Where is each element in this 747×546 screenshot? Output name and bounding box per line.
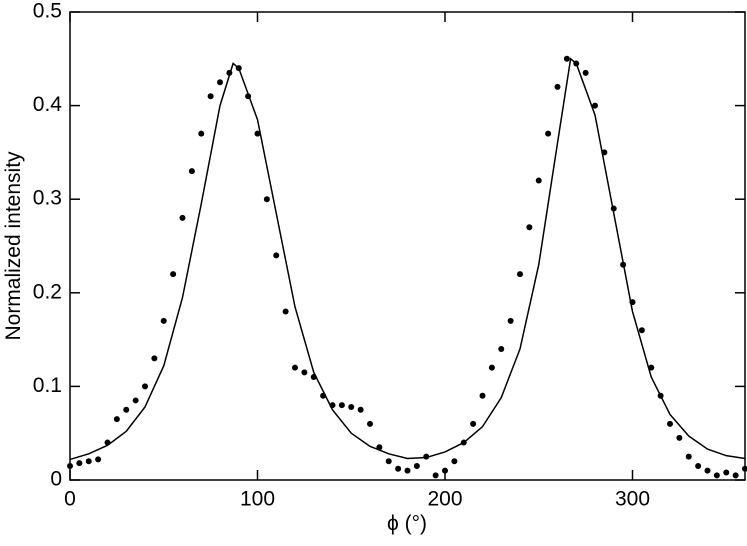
y-tick-label: 0.1 <box>33 374 62 397</box>
data-point <box>413 462 420 469</box>
data-point <box>263 196 270 203</box>
y-axis-label: Normalized intensity <box>2 151 25 341</box>
data-point <box>348 403 355 410</box>
data-point <box>132 397 139 404</box>
y-tick-label: 0 <box>50 468 62 491</box>
data-point <box>282 308 289 315</box>
data-point <box>563 55 570 62</box>
plot-frame <box>69 11 746 481</box>
data-point <box>404 467 411 474</box>
fit-line <box>69 57 746 461</box>
data-point <box>479 392 486 399</box>
data-point <box>498 345 505 352</box>
data-point <box>85 458 92 465</box>
data-point <box>554 83 561 90</box>
data-point <box>198 130 205 137</box>
x-tick-label: 200 <box>427 488 462 511</box>
x-tick-label: 0 <box>64 488 76 511</box>
data-point <box>338 402 345 409</box>
y-tick-label: 0.3 <box>33 187 62 210</box>
data-point <box>67 462 73 469</box>
data-point <box>526 224 533 231</box>
data-point <box>95 456 102 463</box>
data-point <box>638 327 645 334</box>
data-point <box>488 364 495 371</box>
data-point <box>179 214 186 221</box>
data-point <box>667 420 673 427</box>
data-point <box>160 317 167 324</box>
y-tick-label: 0.2 <box>33 280 62 303</box>
data-point <box>545 130 552 137</box>
data-point <box>507 317 514 324</box>
data-point <box>704 467 711 474</box>
data-point <box>217 79 223 86</box>
data-point <box>142 383 148 390</box>
data-point <box>385 458 392 465</box>
data-point <box>442 467 448 474</box>
data-point <box>292 364 298 371</box>
data-point <box>582 69 589 76</box>
data-point <box>123 406 130 413</box>
data-point <box>301 369 308 376</box>
data-point <box>676 434 683 441</box>
data-point <box>723 469 730 476</box>
data-point <box>170 271 177 278</box>
data-point <box>713 472 720 479</box>
data-point <box>592 102 598 109</box>
data-point <box>470 420 477 427</box>
data-point <box>535 177 542 184</box>
data-point <box>207 93 214 100</box>
data-point <box>367 420 373 427</box>
y-tick-label: 0.4 <box>33 93 63 116</box>
data-point <box>76 460 83 467</box>
y-tick-label: 0.5 <box>33 0 62 23</box>
data-point <box>695 462 702 469</box>
data-point <box>685 453 692 460</box>
data-point <box>432 472 439 479</box>
data-point <box>151 355 158 362</box>
data-point <box>357 406 364 413</box>
data-point <box>742 465 747 472</box>
data-point <box>113 416 120 423</box>
data-point <box>254 130 261 137</box>
x-axis-label: ϕ (°) <box>387 512 427 535</box>
data-point <box>732 472 739 479</box>
data-point <box>451 458 458 465</box>
x-tick-label: 100 <box>240 488 275 511</box>
data-point <box>188 168 195 175</box>
data-point <box>273 252 280 259</box>
data-point <box>395 465 402 472</box>
x-tick-label: 300 <box>615 488 650 511</box>
data-point <box>517 271 523 278</box>
